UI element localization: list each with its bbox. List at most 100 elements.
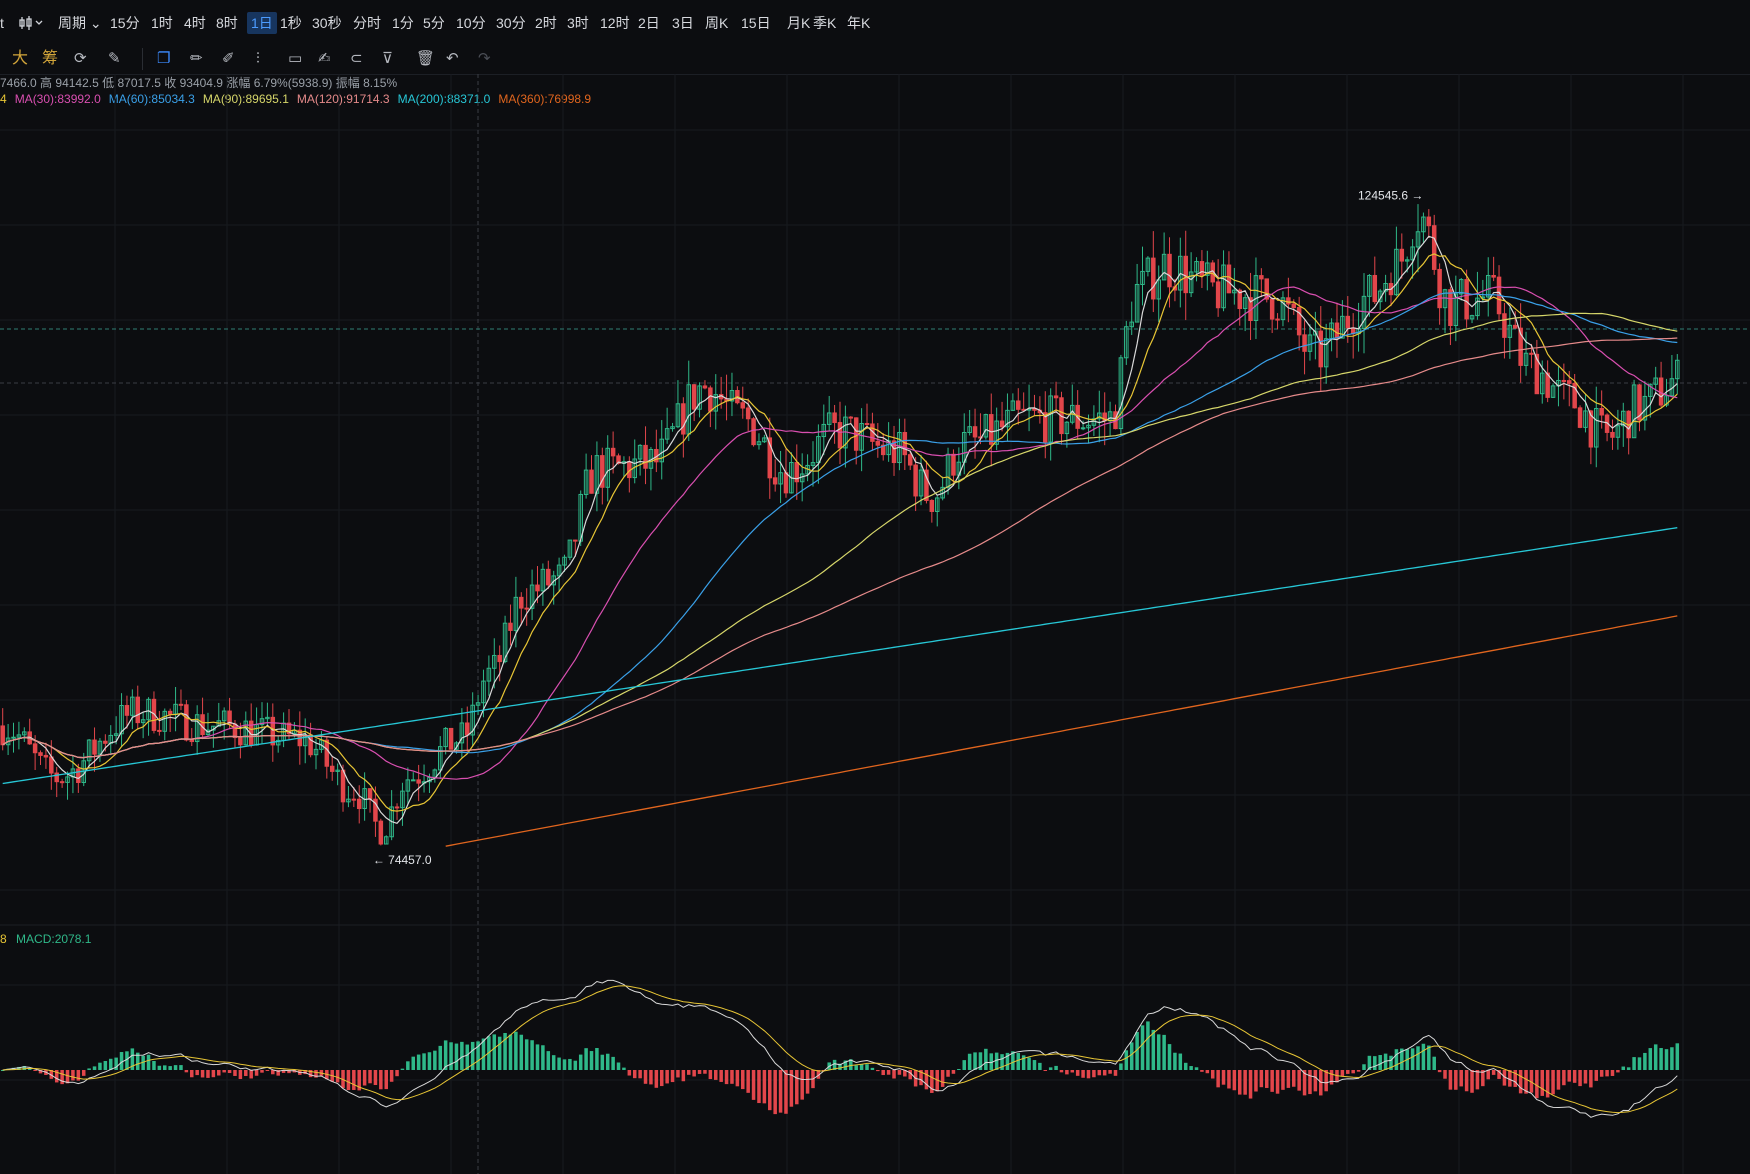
macd-histogram-bar xyxy=(832,1059,837,1070)
period-19[interactable]: 15日 xyxy=(741,15,771,31)
macd-histogram-bar xyxy=(1086,1070,1091,1079)
ohlc-info: 7466.0 高 94142.5 低 87017.5 收 93404.9 涨幅 … xyxy=(0,74,397,90)
period-1[interactable]: 15分 xyxy=(110,15,140,31)
candlestick-icon[interactable] xyxy=(18,12,44,34)
candle-body xyxy=(1334,322,1340,339)
candle-body xyxy=(1410,246,1415,261)
candle-body xyxy=(454,742,459,750)
macd-histogram-bar xyxy=(60,1070,64,1085)
period-22[interactable]: 年K xyxy=(847,15,871,31)
macd-histogram-bar xyxy=(1653,1044,1658,1070)
macd-histogram-bar xyxy=(989,1053,994,1070)
magnet-icon[interactable]: ⊂ xyxy=(350,50,363,67)
edit-note-icon[interactable]: ✍ xyxy=(318,50,331,67)
candle-body xyxy=(745,407,751,420)
macd-histogram-bar xyxy=(33,1070,37,1071)
period-13[interactable]: 2时 xyxy=(535,15,557,31)
brush-icon[interactable]: ✐ xyxy=(222,50,235,67)
macd-histogram-bar xyxy=(1508,1070,1512,1087)
candle-body xyxy=(1561,379,1567,382)
period-3[interactable]: 4时 xyxy=(184,15,206,31)
candle-body xyxy=(934,497,940,512)
candle-body xyxy=(410,779,416,782)
undo-icon[interactable]: ↶ xyxy=(446,50,459,67)
filter-icon[interactable]: ⊽ xyxy=(382,50,393,67)
period-5[interactable]: 1日 xyxy=(247,12,277,34)
ma200-line xyxy=(2,527,1678,785)
macd-histogram-bar xyxy=(341,1070,345,1089)
period-18[interactable]: 周K xyxy=(705,15,729,31)
redo-icon[interactable]: ↷ xyxy=(478,50,491,67)
period-20[interactable]: 月K xyxy=(787,15,811,31)
period-12[interactable]: 30分 xyxy=(496,15,526,31)
candle-body xyxy=(1648,383,1653,397)
candle-body xyxy=(643,444,648,469)
big-text-icon[interactable]: 大 xyxy=(12,50,29,67)
period-8[interactable]: 分时 xyxy=(353,15,381,31)
macd-histogram-bar xyxy=(816,1070,821,1079)
period-6[interactable]: 1秒 xyxy=(280,15,302,31)
macd-histogram-bar xyxy=(708,1070,713,1080)
close-value: 93404.9 xyxy=(179,76,223,90)
candle-body xyxy=(378,820,384,845)
macd-histogram-bar xyxy=(244,1070,248,1077)
candle-body xyxy=(1399,248,1405,262)
period-15[interactable]: 12时 xyxy=(600,15,630,31)
candle-body xyxy=(891,440,897,464)
candle-body xyxy=(1302,334,1307,352)
candle-body xyxy=(1156,279,1161,300)
amplitude-value: 8.15% xyxy=(363,76,398,90)
candle-body xyxy=(162,710,168,732)
candle-body xyxy=(492,654,497,669)
macd-histogram-bar xyxy=(163,1065,167,1070)
candle-body xyxy=(54,772,59,783)
macd-histogram-bar xyxy=(1470,1070,1474,1093)
compare-icon[interactable]: ⫶ xyxy=(256,50,260,67)
period-16[interactable]: 2日 xyxy=(638,15,660,31)
candle-body xyxy=(1491,274,1496,278)
macd-histogram-bar xyxy=(1027,1057,1031,1070)
macd-histogram-bar xyxy=(984,1048,988,1070)
candle-body xyxy=(1426,216,1432,227)
macd-histogram-bar xyxy=(362,1070,367,1086)
chip-distribution-icon[interactable]: 筹 xyxy=(42,50,59,67)
trash-icon[interactable]: 🗑 xyxy=(416,50,436,67)
period-2[interactable]: 1时 xyxy=(151,15,173,31)
period-10[interactable]: 5分 xyxy=(423,15,445,31)
period-21[interactable]: 季K xyxy=(813,15,837,31)
clipboard-icon[interactable]: ▭ xyxy=(288,50,303,67)
macd-histogram-bar xyxy=(859,1064,864,1070)
candle-body xyxy=(1539,372,1545,395)
period-9[interactable]: 1分 xyxy=(392,15,414,31)
period-7[interactable]: 30秒 xyxy=(312,15,342,31)
macd-histogram-bar xyxy=(1119,1063,1123,1070)
candle-body xyxy=(983,414,989,438)
candle-body xyxy=(762,437,767,443)
pen-settings-icon[interactable]: ✎ xyxy=(108,50,121,67)
macd-histogram-bar xyxy=(287,1070,291,1074)
pencil-icon[interactable]: ✏ xyxy=(190,50,203,67)
macd-histogram-bar xyxy=(735,1070,740,1087)
candle-body xyxy=(535,584,540,592)
macd-histogram-bar xyxy=(465,1044,470,1070)
macd-histogram-bar xyxy=(103,1060,108,1070)
period-14[interactable]: 3时 xyxy=(567,15,589,31)
macd-histogram-bar xyxy=(1048,1067,1053,1070)
period-4[interactable]: 8时 xyxy=(216,15,238,31)
candle-body xyxy=(1016,400,1021,410)
period-17[interactable]: 3日 xyxy=(672,15,694,31)
macd-histogram-bar xyxy=(303,1070,307,1075)
copy-icon[interactable]: ❐ xyxy=(157,50,171,67)
macd-histogram-bar xyxy=(1070,1070,1075,1073)
macd-histogram-bar xyxy=(714,1070,718,1080)
macd-histogram-bar xyxy=(1146,1021,1150,1070)
candle-body xyxy=(907,454,913,466)
period-0[interactable]: 周期 ⌄ xyxy=(58,15,102,31)
macd-histogram-bar xyxy=(870,1067,875,1070)
period-11[interactable]: 10分 xyxy=(456,15,486,31)
macd-histogram-bar xyxy=(476,1041,480,1070)
macd-histogram-bar xyxy=(71,1070,75,1081)
candle-body xyxy=(167,710,173,715)
refresh-indicator-icon[interactable]: ⟳ xyxy=(74,50,87,67)
